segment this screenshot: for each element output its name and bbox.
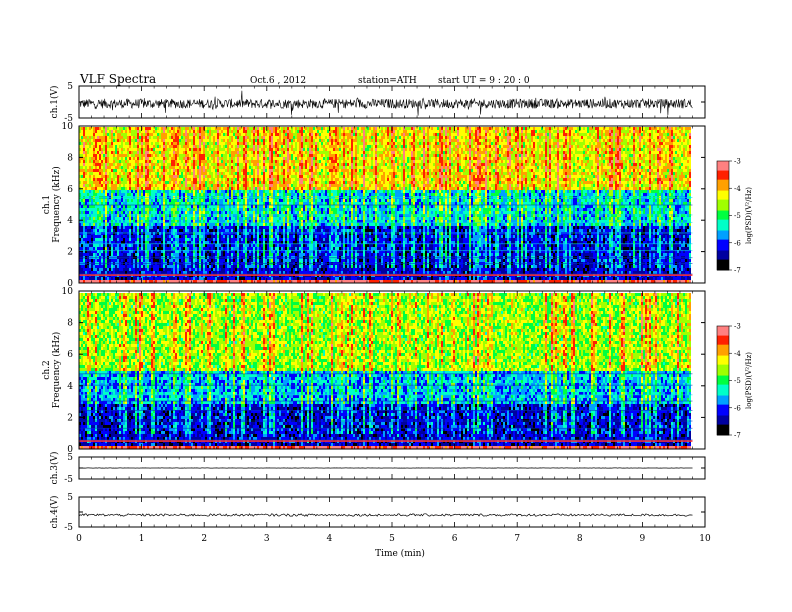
x-tick-label: 9 (640, 534, 646, 544)
narrowband-line (79, 385, 692, 386)
ch4-waveform-panel: 5 -5 ch.4(V) (49, 493, 705, 533)
y-tick-label: 5 (67, 82, 73, 92)
y-tick-label: 5 (67, 493, 73, 503)
colorbar-label: log(PSD)(V²/Hz) (745, 187, 753, 244)
date-label: Oct.6 , 2012 (250, 76, 306, 86)
colorbar-tick-label: -7 (734, 432, 741, 440)
y-axis-label: ch.2 (42, 360, 52, 379)
x-axis-label: Time (min) (375, 548, 425, 559)
start-time-label: start UT = 9 : 20 : 0 (438, 76, 530, 86)
y-axis-label: ch.4(V) (49, 496, 60, 529)
narrowband-line (79, 215, 692, 216)
colorbar-tick-label: -6 (734, 239, 741, 247)
narrowband-line (79, 205, 692, 206)
narrowband-line (79, 274, 692, 275)
colorbar-cell (717, 326, 729, 328)
x-tick-label: 7 (514, 534, 520, 544)
y-tick-label: 2 (67, 248, 73, 258)
ch1-colorbar: -3 -4 -5 -6 -7 log(PSD)(V²/Hz) (717, 158, 753, 275)
colorbar-tick-label: -5 (734, 377, 741, 385)
colorbar-tick-label: -4 (734, 350, 741, 358)
y-tick-label: 8 (67, 319, 73, 329)
colorbar-tick-label: -3 (734, 158, 741, 166)
time-axis: 0 1 2 3 4 5 6 7 8 9 10 (76, 534, 711, 544)
narrowband-line (79, 394, 692, 395)
x-tick-label: 8 (577, 534, 583, 544)
ch3-waveform-panel: 5 -5 ch.3(V) (49, 452, 705, 485)
y-tick-label: 6 (67, 350, 73, 360)
narrowband-line (79, 197, 692, 198)
y-tick-label: 6 (67, 185, 73, 195)
narrowband-line (79, 410, 692, 411)
narrowband-line (79, 401, 692, 402)
y-axis-label-frequency: Frequency (kHz) (51, 332, 62, 409)
y-axis-label: ch.1 (42, 195, 52, 214)
colorbar-tick-label: -3 (734, 323, 741, 331)
x-tick-label: 3 (264, 534, 270, 544)
narrowband-line (79, 250, 692, 251)
narrowband-line (79, 263, 692, 264)
x-tick-label: 6 (452, 534, 458, 544)
y-tick-label: 5 (67, 453, 73, 463)
narrowband-line (79, 440, 692, 441)
station-label: station=ATH (358, 76, 417, 86)
narrowband-line (79, 257, 692, 258)
y-axis-label: ch.3(V) (49, 452, 60, 485)
narrowband-line (79, 222, 692, 223)
y-tick-label: 4 (67, 216, 73, 226)
vlf-figure: VLF Spectra Oct.6 , 2012 station=ATH sta… (0, 0, 792, 612)
narrowband-line (79, 243, 692, 244)
y-tick-label: 8 (67, 153, 73, 163)
y-tick-label: 10 (62, 287, 74, 297)
x-tick-label: 1 (139, 534, 145, 544)
x-tick-label: 5 (389, 534, 395, 544)
y-axis-label-frequency: Frequency (kHz) (51, 166, 62, 243)
ch2-colorbar: -3 -4 -5 -6 -7 log(PSD)(V²/Hz) (717, 323, 753, 440)
narrowband-line (79, 233, 692, 234)
colorbar-tick-label: -4 (734, 185, 741, 193)
figure-title: VLF Spectra (79, 72, 156, 86)
waveform-trace (79, 91, 693, 116)
ch1-waveform-panel: 5-5ch.1(V) (49, 82, 705, 124)
colorbar-cell (717, 161, 729, 163)
narrowband-line (79, 373, 692, 374)
x-tick-label: 10 (699, 534, 711, 544)
y-tick-label: -5 (64, 475, 73, 485)
x-tick-label: 0 (76, 534, 82, 544)
no-data-area (692, 291, 705, 449)
colorbar-tick-label: -6 (734, 404, 741, 412)
narrowband-line (79, 274, 692, 276)
colorbar-tick-label: -5 (734, 212, 741, 220)
narrowband-line (79, 428, 692, 429)
no-data-area (692, 126, 705, 283)
narrowband-line (79, 421, 692, 422)
y-axis-label: ch.1(V) (49, 86, 60, 119)
y-tick-label: 10 (62, 122, 74, 132)
colorbar-label: log(PSD)(V²/Hz) (745, 352, 753, 409)
x-tick-label: 4 (327, 534, 333, 544)
narrowband-line (79, 440, 692, 442)
spectrogram-cells (79, 293, 691, 449)
y-tick-label: -5 (64, 523, 73, 533)
y-tick-label: 2 (67, 413, 73, 423)
x-tick-label: 2 (201, 534, 207, 544)
waveform-trace (79, 514, 693, 516)
colorbar-tick-label: -7 (734, 267, 741, 275)
y-tick-label: 4 (67, 382, 73, 392)
